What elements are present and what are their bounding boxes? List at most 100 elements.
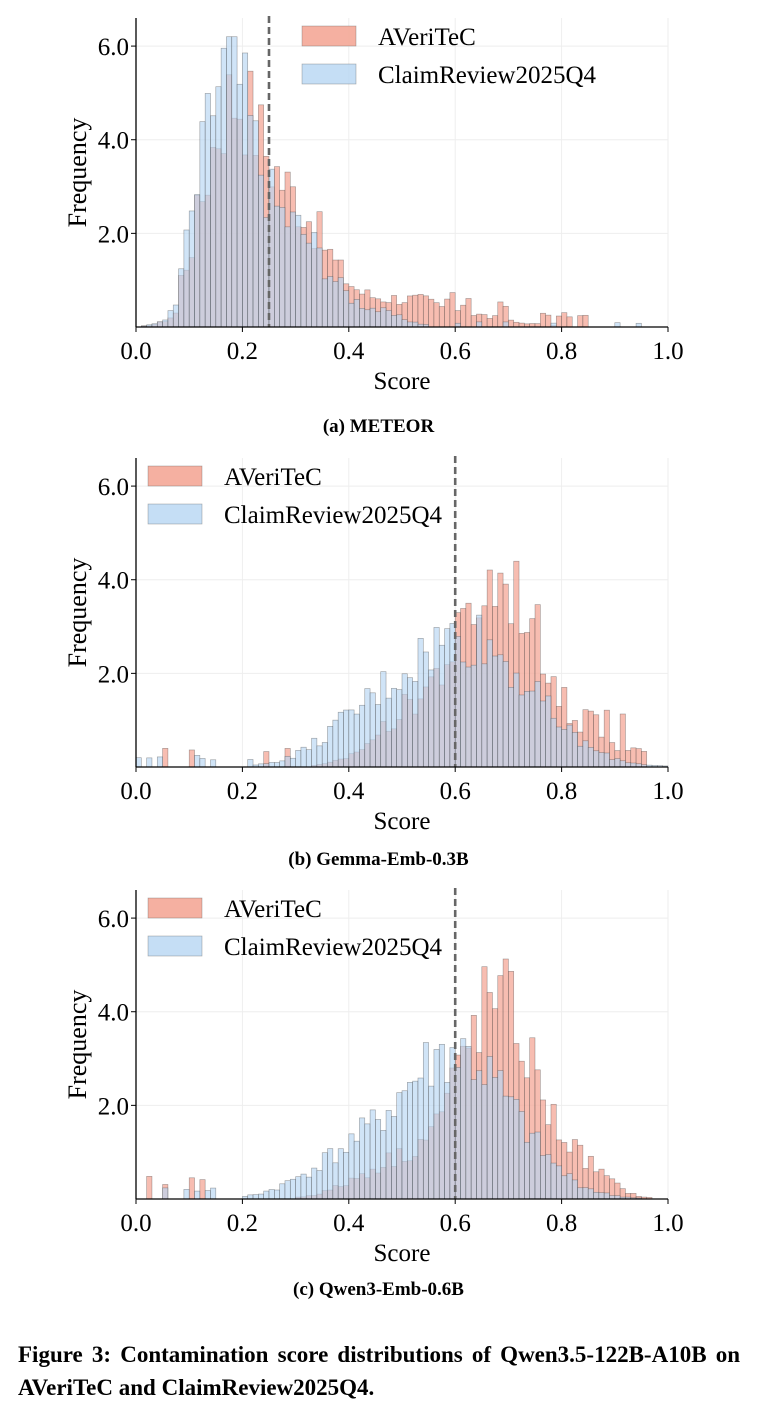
x-tick-label: 0.8: [546, 1210, 577, 1237]
bar-claimreview: [375, 311, 382, 328]
bar-averitec: [555, 315, 562, 328]
bar-claimreview: [492, 1077, 499, 1200]
bar-averitec: [188, 749, 195, 768]
x-axis-label: Score: [374, 1240, 431, 1267]
bar-claimreview: [210, 759, 217, 768]
figure-caption: Figure 3: Contamination score distributi…: [18, 1342, 740, 1400]
bar-averitec: [438, 306, 445, 328]
bars: [146, 958, 653, 1200]
bar-claimreview: [486, 639, 493, 768]
bar-claimreview: [481, 1084, 488, 1200]
x-tick-label: 0.4: [333, 338, 365, 365]
x-tick-label: 0.2: [227, 338, 258, 365]
bar-claimreview: [188, 210, 195, 328]
chart-panel-a: 0.0 0.2 0.4 0.6 0.8 1.0 2.0 4.0 6.0 Score Frequenc…: [0, 0, 757, 395]
bar-claimreview: [545, 695, 552, 768]
bar-claimreview: [156, 756, 163, 768]
bar-claimreview: [242, 52, 249, 328]
x-axis-label: Score: [374, 368, 431, 395]
legend-label-averitec: AVeriTeC: [224, 896, 322, 923]
bar-claimreview: [146, 757, 153, 768]
bar-claimreview: [337, 1148, 344, 1200]
bar-claimreview: [407, 677, 413, 768]
bar-claimreview: [534, 681, 541, 768]
bar-claimreview: [407, 1082, 413, 1200]
y-tick-label: 4.0: [98, 568, 129, 595]
bar-claimreview: [566, 724, 573, 768]
bar-claimreview: [215, 86, 222, 328]
bar-averitec: [619, 713, 626, 768]
bar-claimreview: [199, 758, 206, 768]
bar-claimreview: [337, 711, 344, 768]
legend-label-claimreview: ClaimReview2025Q4: [224, 934, 443, 961]
bar-claimreview: [305, 749, 312, 768]
bar-claimreview: [380, 307, 387, 328]
bar-claimreview: [332, 281, 339, 328]
bar-claimreview: [614, 758, 621, 768]
bar-claimreview: [540, 1155, 546, 1200]
bar-claimreview: [465, 666, 472, 768]
bar-claimreview: [524, 691, 530, 768]
bar-averitec: [449, 292, 456, 328]
bar-claimreview: [135, 757, 142, 768]
bar-claimreview: [327, 1148, 334, 1200]
bar-claimreview: [311, 737, 318, 768]
bar-claimreview: [518, 694, 525, 768]
bar-claimreview: [210, 115, 217, 328]
bar-claimreview: [571, 1179, 578, 1200]
y-tick-label: 2.0: [98, 221, 129, 248]
bar-claimreview: [348, 709, 355, 768]
bar-claimreview: [396, 1092, 403, 1200]
y-tick-label: 6.0: [98, 474, 129, 501]
bar-claimreview: [327, 276, 334, 328]
bar-claimreview: [438, 644, 445, 768]
bar-claimreview: [433, 627, 440, 768]
bar-claimreview: [375, 704, 382, 768]
bar-averitec: [492, 315, 499, 328]
legend-label-claimreview: ClaimReview2025Q4: [378, 62, 597, 89]
y-tick-label: 4.0: [98, 128, 129, 155]
bar-claimreview: [438, 1043, 445, 1200]
x-tick-label: 0.2: [227, 778, 258, 805]
bar-claimreview: [412, 681, 419, 768]
chart-panel-b: 0.0 0.2 0.4 0.6 0.8 1.0 2.0 4.0 6.0 Score Frequenc…: [0, 440, 757, 835]
bar-averitec: [428, 298, 435, 328]
bar-claimreview: [268, 1189, 275, 1200]
bar-claimreview: [268, 762, 275, 768]
y-axis-label: Frequency: [63, 558, 92, 668]
legend-swatch-claimreview: [147, 503, 203, 525]
bar-averitec: [540, 312, 546, 328]
legend: AVeriTeC ClaimReview2025Q4: [301, 24, 597, 89]
bar-claimreview: [593, 1191, 600, 1200]
gemma-chart: 0.0 0.2 0.4 0.6 0.8 1.0 2.0 4.0 6.0 Score Frequenc…: [63, 456, 684, 835]
x-tick-label: 0.0: [120, 1210, 151, 1237]
bar-claimreview: [274, 205, 280, 328]
bar-claimreview: [305, 1176, 312, 1200]
bar-claimreview: [417, 1077, 424, 1200]
bar-claimreview: [316, 745, 323, 768]
bar-claimreview: [518, 1111, 525, 1200]
bar-claimreview: [199, 121, 206, 328]
bar-claimreview: [343, 290, 350, 328]
bar-claimreview: [156, 321, 163, 328]
bar-claimreview: [247, 115, 254, 328]
bar-claimreview: [550, 1162, 557, 1200]
bar-claimreview: [619, 760, 626, 768]
x-tick-label: 1.0: [652, 1210, 683, 1237]
bar-claimreview: [508, 1096, 515, 1200]
caption-c: (c) Qwen3-Emb-0.6B: [293, 1279, 464, 1300]
legend-swatch-claimreview: [301, 63, 357, 85]
x-tick-label: 0.0: [120, 778, 151, 805]
bar-claimreview: [284, 226, 291, 328]
bar-claimreview: [311, 232, 318, 328]
bar-claimreview: [460, 661, 467, 768]
bar-claimreview: [513, 672, 520, 768]
meteor-chart: 0.0 0.2 0.4 0.6 0.8 1.0 2.0 4.0 6.0 Score Frequenc…: [63, 16, 684, 395]
bar-claimreview: [289, 211, 296, 328]
x-tick-label: 1.0: [652, 338, 683, 365]
bar-claimreview: [353, 713, 360, 768]
bar-claimreview: [167, 310, 174, 328]
bar-claimreview: [162, 319, 169, 328]
bar-claimreview: [545, 1154, 552, 1200]
bar-claimreview: [194, 194, 201, 328]
